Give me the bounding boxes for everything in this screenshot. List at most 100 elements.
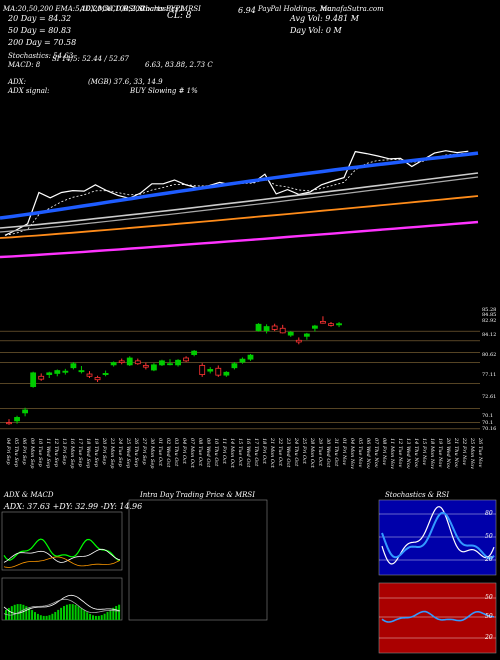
- date-tick: 07 Mon Oct: [189, 438, 195, 469]
- macd-bar: [36, 613, 39, 620]
- ma50-line: [0, 172, 479, 229]
- rsi-axis-mid: 50: [485, 613, 493, 620]
- candle-body: [150, 364, 157, 371]
- date-tick: 19 Thu Sep: [93, 438, 99, 468]
- date-tick: 16 Wed Oct: [245, 438, 251, 468]
- price-tick: 84.85: [482, 312, 496, 318]
- macd-bar: [65, 604, 68, 620]
- close-price-panel: [0, 150, 479, 259]
- date-tick: 10 Tue Sep: [37, 438, 43, 467]
- macd-bar: [28, 607, 31, 620]
- date-tick: 03 Thu Oct: [173, 438, 179, 467]
- stoch-axis-20: 20: [485, 556, 493, 563]
- indicator-list: MA:20,50,200 EMA:5,10,20,50,100,200: [3, 5, 145, 13]
- date-tick: 23 Mon Sep: [109, 437, 115, 469]
- price-tick: 70.1: [482, 413, 493, 419]
- adx-reading: (MGB) 37.6, 33, 14.9: [88, 78, 163, 86]
- macd-triple: 6.63, 83.88, 2.73 C: [145, 61, 213, 69]
- date-tick: 25 Wed Sep: [125, 437, 131, 469]
- price-tick: 70.1: [482, 420, 493, 426]
- date-tick: 17 Tue Sep: [77, 438, 83, 467]
- stoch-axis-50: 50: [485, 533, 493, 540]
- candle-body: [142, 365, 149, 368]
- macd-bar: [103, 613, 106, 620]
- candle-body: [215, 367, 222, 376]
- date-tick: 20 Wed Nov: [445, 437, 451, 469]
- candle-body: [54, 370, 61, 374]
- macd-bar: [42, 615, 45, 620]
- macd-bar: [25, 606, 28, 620]
- macd-bar: [60, 607, 63, 620]
- macd-bar: [106, 611, 109, 620]
- date-tick: 17 Thu Oct: [253, 438, 259, 467]
- macd-bar: [5, 610, 7, 620]
- macd-bar: [48, 615, 51, 620]
- ma20-line: [0, 151, 479, 220]
- macd-bar: [77, 606, 80, 620]
- candle-body: [22, 409, 29, 414]
- candle-body: [134, 360, 141, 365]
- date-tick: 15 Fri Nov: [421, 438, 427, 465]
- intraday-panel: [128, 499, 268, 621]
- intraday-panel-title: Intra Day Trading Price & MRSI: [140, 491, 255, 499]
- macd-bar: [57, 609, 60, 620]
- date-tick: 27 Fri Sep: [141, 437, 147, 465]
- candle-body: [287, 331, 294, 336]
- macd-bar: [68, 604, 71, 620]
- date-tick: 26 Tue Nov: [477, 437, 483, 467]
- indicator-list-2: ADX,MACD,RSI,Stochastics,MRSI: [80, 5, 201, 13]
- macd-bar: [118, 604, 121, 620]
- macd-bar: [19, 604, 22, 620]
- date-tick: 25 Mon Nov: [469, 437, 475, 469]
- adx-panel-values: ADX: 37.63 +DY: 32.99 -DY: 14.96: [4, 502, 143, 511]
- candle-body: [126, 357, 133, 366]
- date-tick: 26 Thu Sep: [133, 437, 139, 468]
- date-tick: 06 Fri Sep: [21, 438, 27, 465]
- date-tick: 29 Tue Oct: [317, 437, 323, 467]
- macd-bar: [22, 604, 25, 620]
- date-tick: 14 Mon Oct: [229, 438, 235, 469]
- macd-bar: [34, 612, 36, 620]
- date-tick: 30 Mon Sep: [149, 438, 155, 469]
- date-tick: 08 Tue Oct: [197, 438, 203, 467]
- candle-body: [38, 375, 45, 380]
- candle-body: [175, 359, 181, 366]
- macd-bar: [97, 615, 100, 620]
- ema5-line: [4, 152, 469, 236]
- macd-bar: [74, 604, 77, 620]
- macd-bar: [45, 615, 48, 620]
- ma200-label: 200 Day = 70.58: [8, 38, 77, 47]
- candle-body: [271, 325, 278, 330]
- date-tick: 25 Fri Oct: [301, 437, 307, 465]
- candle-body: [78, 370, 85, 373]
- macd-bar: [13, 604, 16, 620]
- rsi-axis-low: 20: [485, 634, 493, 641]
- macd-bar: [115, 605, 118, 620]
- macd-bar: [39, 615, 42, 620]
- date-tick: 04 Fri Oct: [181, 438, 187, 465]
- candle-body: [295, 339, 302, 343]
- candle-body: [94, 377, 101, 381]
- macd-bar: [112, 607, 115, 620]
- candle-body: [46, 372, 53, 375]
- ma200-line: [0, 220, 479, 259]
- candle-body: [6, 422, 12, 425]
- macd-bar: [7, 607, 10, 620]
- date-tick: 16 Mon Sep: [69, 438, 75, 469]
- candle-body: [239, 358, 246, 363]
- date-tick: 09 Wed Oct: [205, 438, 211, 468]
- date-tick: 08 Fri Nov: [381, 438, 387, 465]
- price-tick: 82.92: [482, 318, 496, 324]
- company-name: PayPal Holdings, Inc.: [258, 5, 334, 13]
- date-tick: 23 Wed Oct: [285, 437, 291, 468]
- candle-body: [328, 323, 334, 326]
- stoch-axis-80: 80: [485, 510, 493, 517]
- date-tick: 13 Wed Nov: [405, 438, 411, 469]
- stochastics-panel-title: Stochastics & RSI: [385, 491, 450, 499]
- adx-signal-label: ADX signal:: [8, 87, 50, 95]
- macd-bar: [89, 613, 92, 620]
- charts-label: Charts PYPL: [140, 5, 185, 13]
- macd-bar: [100, 615, 103, 620]
- candle-body: [159, 360, 165, 366]
